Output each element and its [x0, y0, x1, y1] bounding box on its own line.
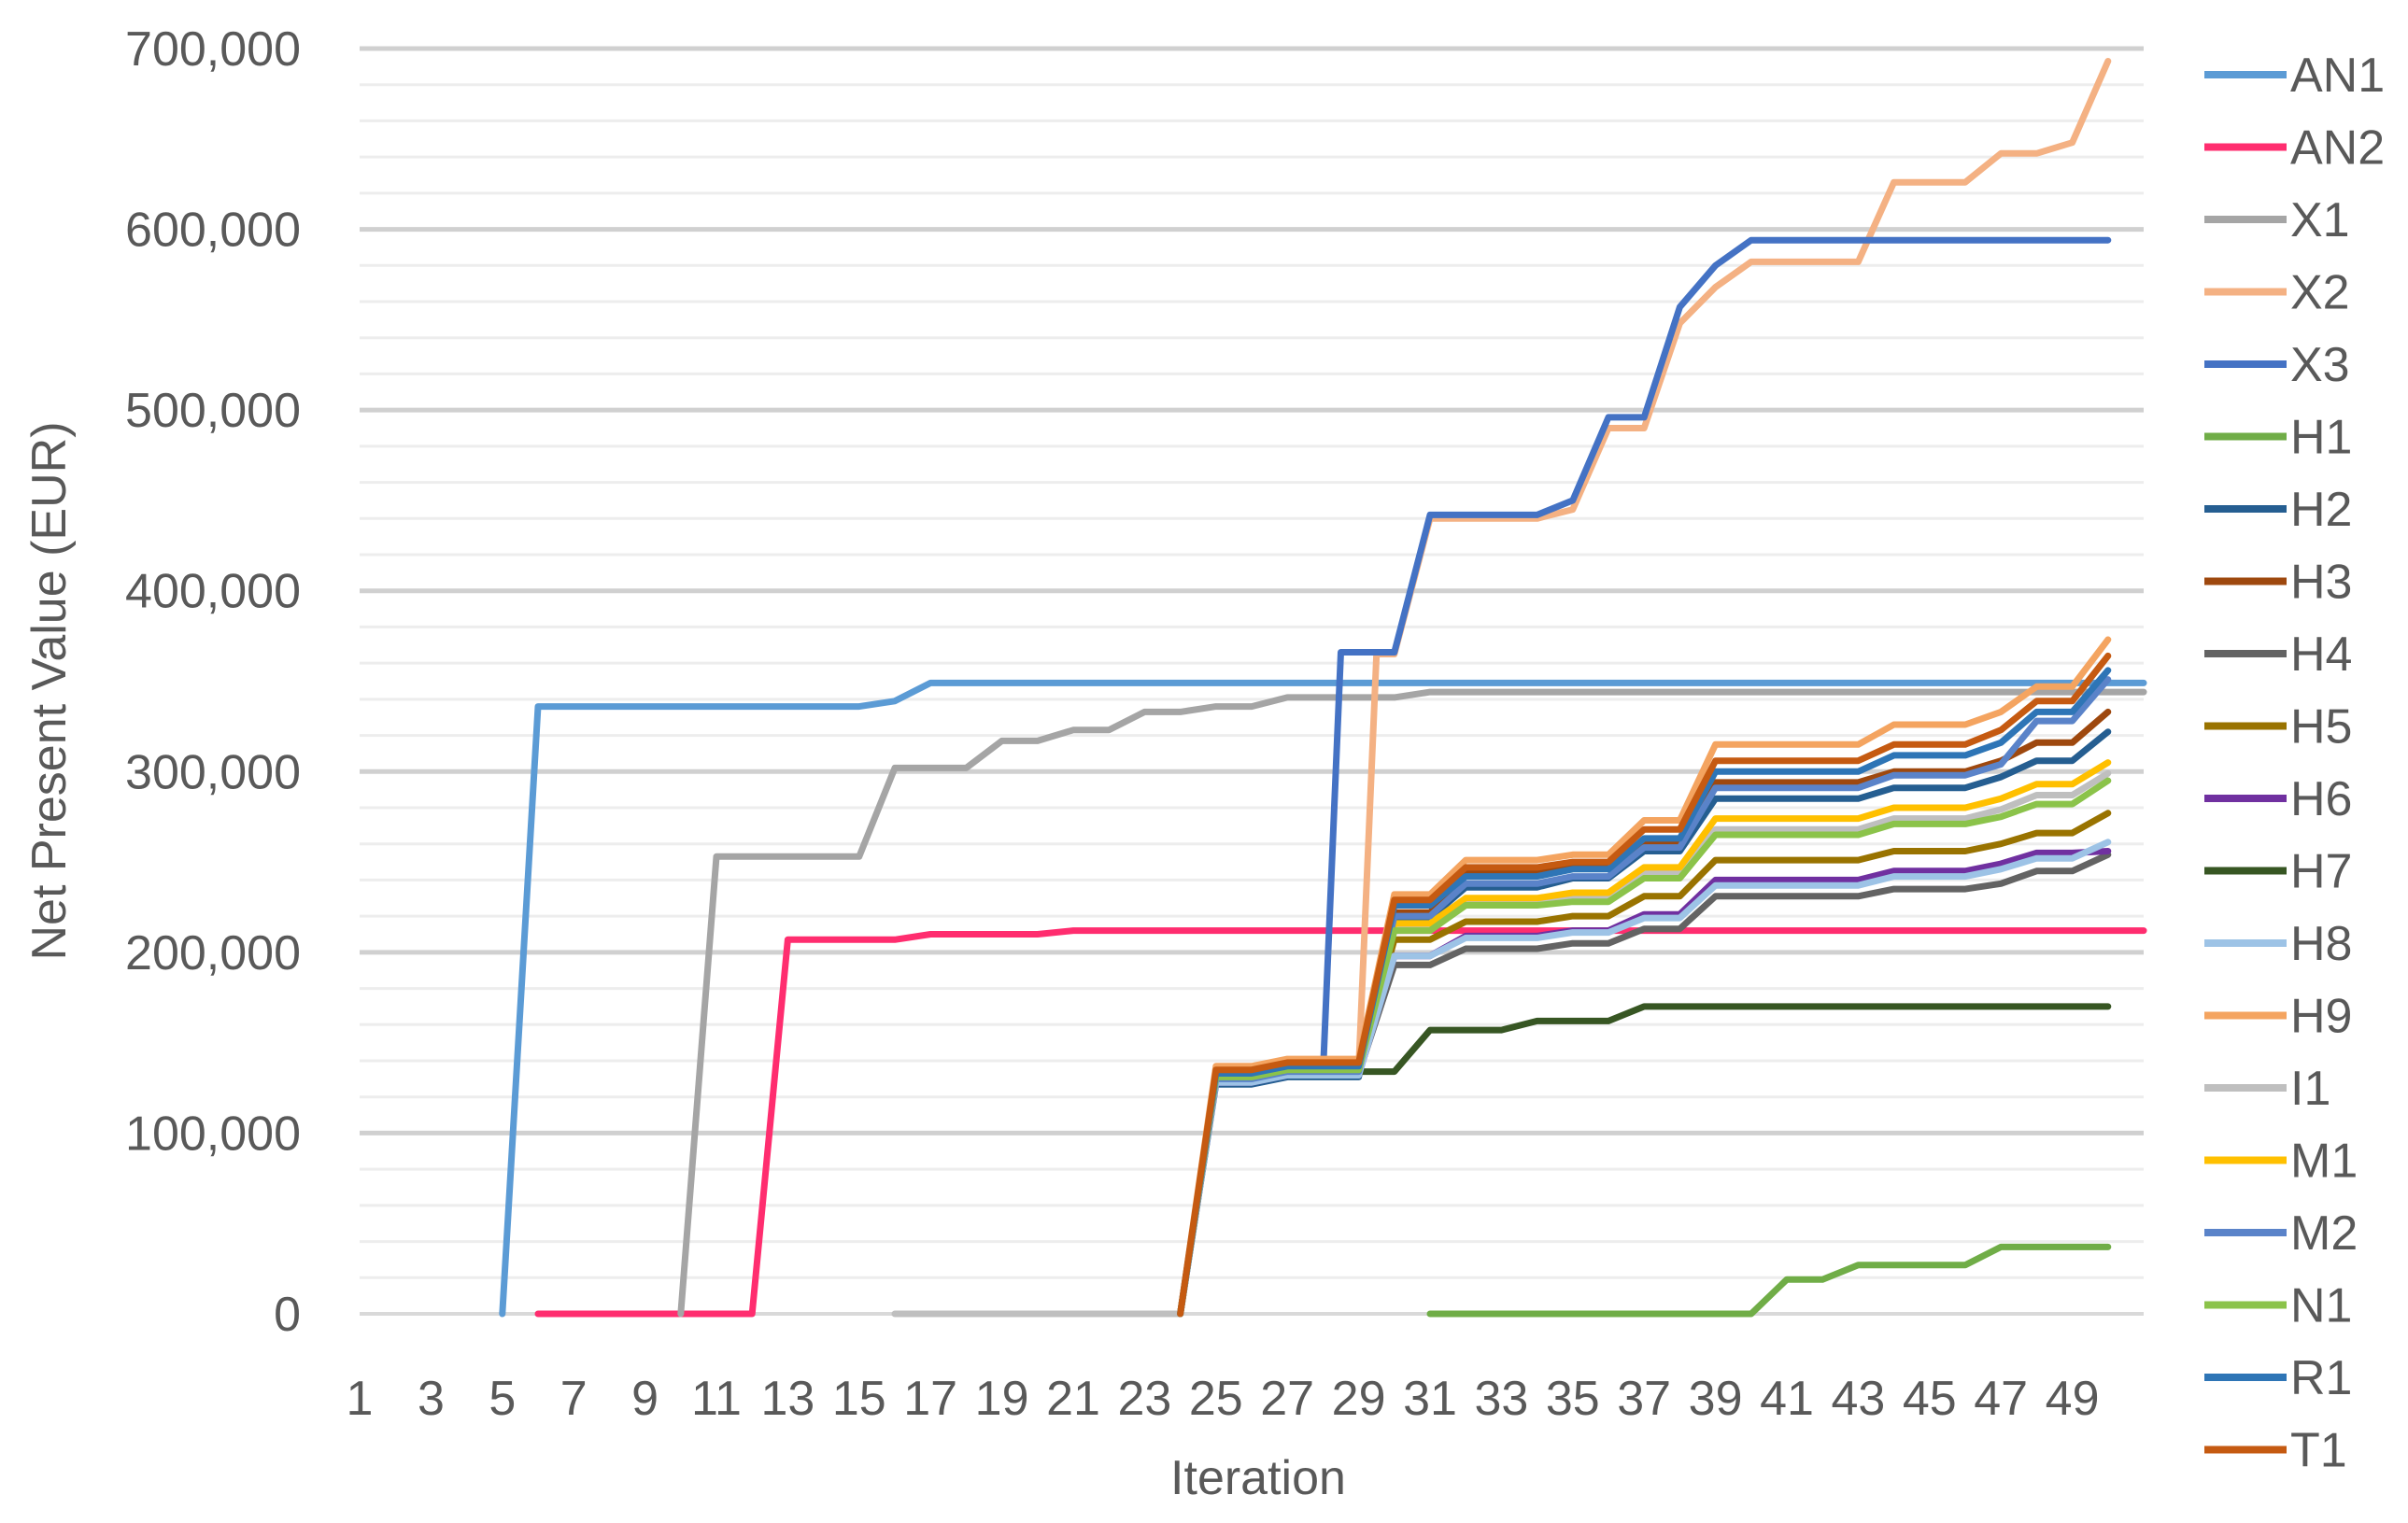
- x-tick-label: 11: [691, 1372, 742, 1426]
- x-tick-label: 33: [1474, 1372, 1528, 1426]
- legend-label-n1: N1: [2290, 1279, 2352, 1333]
- series-line-t1: [1177, 652, 2112, 1318]
- legend-label-r1: R1: [2290, 1351, 2352, 1405]
- legend-label-h3: H3: [2290, 556, 2352, 610]
- x-tick-label: 13: [760, 1372, 814, 1426]
- legend-label-h6: H6: [2290, 772, 2352, 826]
- x-tick-label: 19: [975, 1372, 1029, 1426]
- series-line-h4: [1177, 851, 2112, 1318]
- y-tick-label: 300,000: [125, 745, 301, 799]
- x-tick-label: 45: [1903, 1372, 1957, 1426]
- x-tick-label: 39: [1689, 1372, 1743, 1426]
- legend-label-h4: H4: [2290, 628, 2352, 682]
- series-line-x3: [1319, 236, 2112, 1077]
- series-line-h3: [1177, 708, 2112, 1318]
- y-tick-label: 600,000: [125, 204, 301, 258]
- x-tick-label: 7: [560, 1372, 588, 1426]
- legend-label-an1: AN1: [2290, 49, 2385, 103]
- legend-label-t1: T1: [2290, 1424, 2347, 1478]
- x-tick-label: 27: [1260, 1372, 1314, 1426]
- x-tick-label: 41: [1760, 1372, 1814, 1426]
- series-line-r1: [1177, 667, 2112, 1318]
- x-tick-label: 17: [903, 1372, 957, 1426]
- legend-label-h7: H7: [2290, 845, 2352, 899]
- x-tick-label: 43: [1831, 1372, 1885, 1426]
- series-line-h7: [1177, 1003, 2112, 1318]
- legend-label-h5: H5: [2290, 700, 2352, 754]
- x-tick-label: 9: [631, 1372, 659, 1426]
- y-axis-ticks: 0 100,000 200,000 300,000 400,000 500,000 600,…: [125, 22, 301, 1342]
- x-tick-label: 5: [489, 1372, 516, 1426]
- x-tick-label: 1: [347, 1372, 374, 1426]
- series-lines: [499, 58, 2147, 1318]
- x-tick-label: 37: [1617, 1372, 1671, 1426]
- series-line-m2: [1177, 676, 2112, 1318]
- series-line-an2: [534, 927, 2147, 1318]
- gridlines: [360, 46, 2144, 1316]
- legend-label-h8: H8: [2290, 917, 2352, 971]
- series-line-x2: [1177, 58, 2112, 1318]
- legend-label-m2: M2: [2290, 1206, 2358, 1261]
- series-line-h1: [1426, 1243, 2112, 1318]
- y-tick-label: 100,000: [125, 1107, 301, 1161]
- series-line-i1: [891, 769, 2112, 1318]
- series-line-n1: [1177, 777, 2112, 1318]
- series-line-x1: [677, 688, 2147, 1318]
- x-tick-label: 49: [2046, 1372, 2100, 1426]
- legend-label-h9: H9: [2290, 990, 2352, 1044]
- x-tick-label: 3: [418, 1372, 445, 1426]
- x-tick-label: 29: [1332, 1372, 1386, 1426]
- series-line-h8: [1177, 839, 2112, 1318]
- legend-label-x1: X1: [2290, 193, 2350, 247]
- x-axis-ticks: 1 3 5 7 9 11 13 15 17 19 21 23 25 27 29 31 33 35 37 39 41 43 4…: [347, 1372, 2100, 1426]
- x-tick-label: 15: [832, 1372, 886, 1426]
- x-tick-label: 31: [1403, 1372, 1457, 1426]
- x-tick-label: 25: [1189, 1372, 1243, 1426]
- legend-label-h2: H2: [2290, 483, 2352, 537]
- x-axis-title: Iteration: [1170, 1451, 1346, 1505]
- x-tick-label: 47: [1974, 1372, 2028, 1426]
- y-tick-label: 400,000: [125, 565, 301, 619]
- series-line-an1: [499, 679, 2147, 1318]
- legend-label-x2: X2: [2290, 266, 2350, 320]
- legend-label-x3: X3: [2290, 338, 2350, 392]
- y-tick-label: 200,000: [125, 926, 301, 980]
- x-tick-label: 35: [1546, 1372, 1600, 1426]
- y-tick-label: 0: [274, 1288, 301, 1342]
- x-tick-label: 23: [1117, 1372, 1171, 1426]
- legend-label-an2: AN2: [2290, 121, 2385, 176]
- legend-label-h1: H1: [2290, 411, 2352, 465]
- legend: AN1 AN2 X1 X2 X3 H1 H2 H3 H4 H5 H6 H7 H8 H9 I1 M1 M2 N1 R1…: [2204, 49, 2385, 1478]
- y-tick-label: 700,000: [125, 22, 301, 77]
- x-tick-label: 21: [1046, 1372, 1100, 1426]
- y-tick-label: 500,000: [125, 384, 301, 438]
- y-axis-title: Net Present Value (EUR): [22, 421, 77, 960]
- legend-label-m1: M1: [2290, 1135, 2358, 1189]
- series-line-h9: [1177, 636, 2112, 1318]
- legend-label-i1: I1: [2290, 1062, 2330, 1116]
